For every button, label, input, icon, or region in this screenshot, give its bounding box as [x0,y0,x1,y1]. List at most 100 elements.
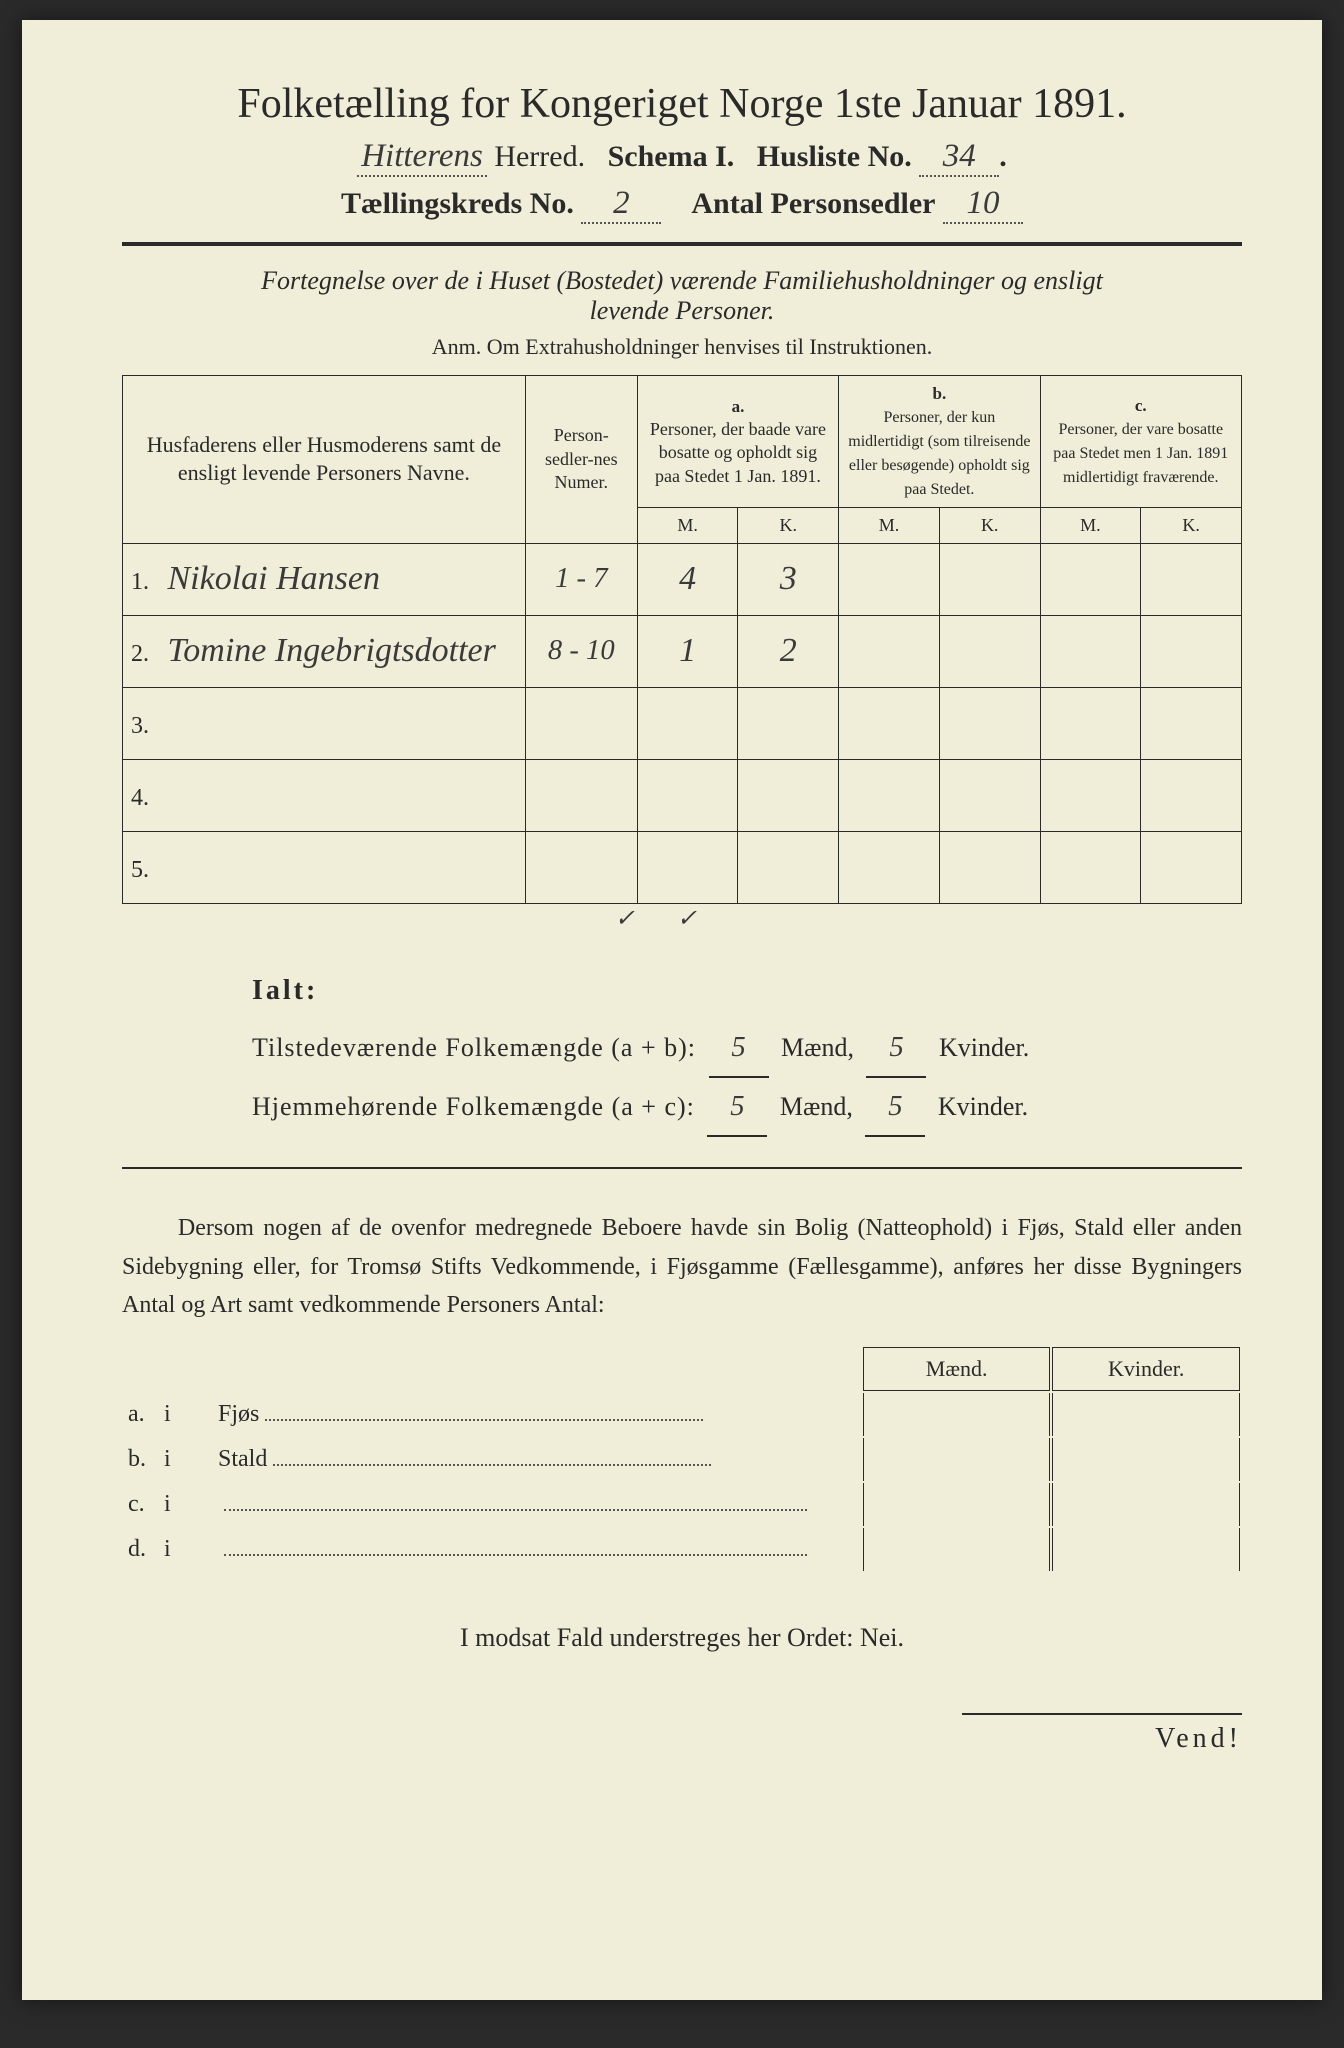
cell-name: 5. [123,831,526,903]
cell-b-k [939,831,1040,903]
cell-name: 1. Nikolai Hansen [123,543,526,615]
schema-label: Schema I. [608,140,735,173]
th-a-k: K. [738,507,839,543]
th-a-m: M. [637,507,738,543]
table-row: 2. Tomine Ingebrigtsdotter 8 - 10 1 2 [123,615,1242,687]
cell-a-k [738,759,839,831]
th-a: a. Personer, der baade vare bosatte og o… [637,376,838,508]
anm-text: Anm. Om Extrahusholdninger henvises til … [122,334,1242,360]
household-table: Husfaderens eller Husmoderens samt de en… [122,375,1242,904]
vend-label: Vend! [962,1713,1242,1755]
divider-2 [122,1167,1242,1169]
check-row: ✓ ✓ [615,904,1242,933]
cell-b-m [839,831,940,903]
cell-a-m: 4 [637,543,738,615]
byg-label-cell: b. i Stald [124,1438,861,1481]
intro-line2: levende Personer. [590,296,775,325]
bygning-table: Mænd. Kvinder. a. i Fjøs b. i Stald c. i [122,1345,1242,1573]
cell-b-m [839,687,940,759]
byg-kvinder-head: Kvinder. [1052,1347,1240,1391]
cell-a-m [637,687,738,759]
th-c-k: K. [1141,507,1242,543]
byg-k-cell [1052,1528,1240,1571]
cell-c-k [1141,759,1242,831]
cell-c-k [1141,831,1242,903]
cell-num [525,687,637,759]
page-title: Folketælling for Kongeriget Norge 1ste J… [122,80,1242,128]
cell-b-k [939,543,1040,615]
byg-k-cell [1052,1438,1240,1481]
husliste-value: 34 [919,138,999,177]
cell-b-m [839,759,940,831]
byg-k-cell [1052,1483,1240,1526]
cell-b-k [939,759,1040,831]
cell-name: 3. [123,687,526,759]
cell-num: 1 - 7 [525,543,637,615]
bygning-row: c. i [124,1483,1240,1526]
cell-a-m: 1 [637,615,738,687]
ialt-label: Ialt: [252,963,1242,1019]
th-c: c. Personer, der vare bosatte paa Stedet… [1040,376,1241,508]
cell-a-k [738,687,839,759]
byg-maend-head: Mænd. [863,1347,1051,1391]
herred-value: Hitterens [357,138,487,177]
cell-c-k [1141,687,1242,759]
nei-line: I modsat Fald understreges her Ordet: Ne… [122,1623,1242,1653]
cell-a-m [637,831,738,903]
header-line-2: Hitterens Herred. Schema I. Husliste No.… [122,138,1242,177]
table-row: 1. Nikolai Hansen 1 - 7 4 3 [123,543,1242,615]
table-row: 4. [123,759,1242,831]
t1-k: 5 [866,1019,926,1078]
cell-c-m [1040,831,1141,903]
census-form-page: Folketælling for Kongeriget Norge 1ste J… [22,20,1322,2000]
check-ak: ✓ [677,906,697,932]
husliste-label: Husliste No. [757,140,912,173]
byg-label-cell: d. i [124,1528,861,1571]
header-line-3: Tællingskreds No. 2 Antal Personsedler 1… [122,185,1242,224]
byg-m-cell [863,1528,1051,1571]
cell-a-k [738,831,839,903]
totals-line1: Tilstedeværende Folkemængde (a + b): 5 M… [252,1019,1242,1078]
byg-m-cell [863,1438,1051,1481]
bygning-row: a. i Fjøs [124,1393,1240,1436]
th-b: b. Personer, der kun midlertidigt (som t… [839,376,1040,508]
bygning-row: b. i Stald [124,1438,1240,1481]
th-b-m: M. [839,507,940,543]
cell-c-m [1040,543,1141,615]
table-row: 3. [123,687,1242,759]
cell-num: 8 - 10 [525,615,637,687]
cell-a-k: 2 [738,615,839,687]
cell-b-k [939,615,1040,687]
totals-line2: Hjemmehørende Folkemængde (a + c): 5 Mæn… [252,1078,1242,1137]
th-b-k: K. [939,507,1040,543]
byg-label-cell: c. i [124,1483,861,1526]
byg-m-cell [863,1393,1051,1436]
kreds-value: 2 [581,185,661,224]
th-names: Husfaderens eller Husmoderens samt de en… [123,376,526,544]
cell-c-k [1141,543,1242,615]
cell-name: 2. Tomine Ingebrigtsdotter [123,615,526,687]
byg-k-cell [1052,1393,1240,1436]
bygning-row: d. i [124,1528,1240,1571]
cell-num [525,759,637,831]
antal-value: 10 [943,185,1023,224]
cell-c-k [1141,615,1242,687]
totals-section: Ialt: Tilstedeværende Folkemængde (a + b… [252,963,1242,1137]
cell-c-m [1040,687,1141,759]
divider [122,242,1242,246]
intro-text: Fortegnelse over de i Huset (Bostedet) v… [122,266,1242,326]
th-numer: Person-sedler-nes Numer. [525,376,637,544]
cell-b-m [839,615,940,687]
table-row: 5. [123,831,1242,903]
byg-label-cell: a. i Fjøs [124,1393,861,1436]
cell-c-m [1040,615,1141,687]
cell-name: 4. [123,759,526,831]
byg-m-cell [863,1483,1051,1526]
intro-line1: Fortegnelse over de i Huset (Bostedet) v… [261,266,1103,295]
t1-m: 5 [709,1019,769,1078]
kreds-label: Tællingskreds No. [341,187,574,220]
cell-a-k: 3 [738,543,839,615]
t2-m: 5 [707,1078,767,1137]
cell-b-k [939,687,1040,759]
antal-label: Antal Personsedler [691,187,935,220]
